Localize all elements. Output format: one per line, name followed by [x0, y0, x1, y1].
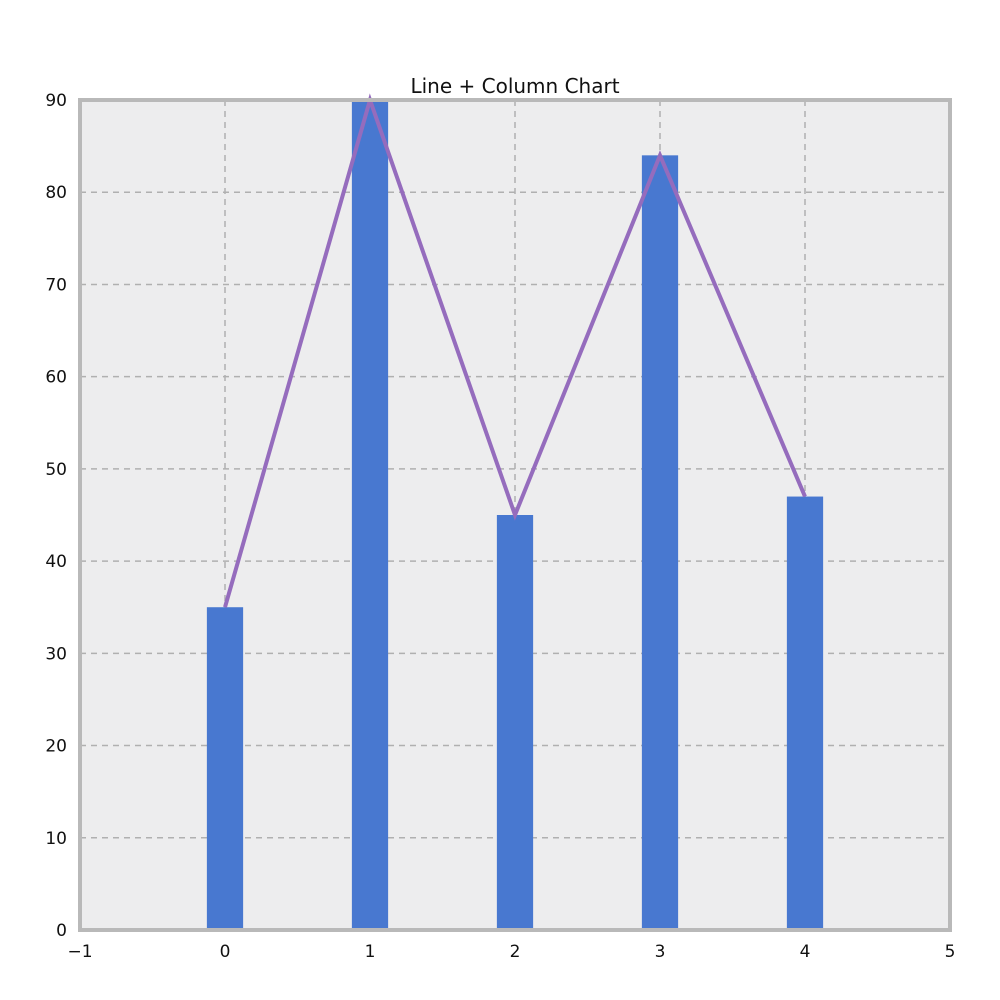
plot-frame: [78, 98, 952, 932]
y-tick-label: 0: [56, 921, 67, 941]
bar: [496, 515, 534, 930]
bar: [351, 100, 389, 930]
chart-title: Line + Column Chart: [410, 74, 619, 98]
line-path: [223, 93, 807, 608]
x-tick-label: 5: [945, 942, 956, 962]
y-tick-label: 10: [45, 829, 67, 849]
y-tick-label: 30: [45, 644, 67, 664]
x-tick-label: 0: [220, 942, 231, 962]
x-tick-label: 4: [800, 942, 811, 962]
x-tick-label: 2: [510, 942, 521, 962]
y-tick-label: 50: [45, 460, 67, 480]
bar: [641, 155, 679, 931]
bars: [206, 100, 824, 931]
x-tick-label: 3: [655, 942, 666, 962]
x-tick-label: 1: [365, 942, 376, 962]
y-tick-label: 90: [45, 91, 67, 111]
bar: [206, 607, 244, 930]
y-tick-label: 80: [45, 183, 67, 203]
line-series: [223, 93, 807, 608]
y-tick-label: 70: [45, 275, 67, 295]
bar: [786, 496, 824, 930]
y-tick-label: 40: [45, 552, 67, 572]
y-tick-label: 20: [45, 737, 67, 757]
y-tick-label: 60: [45, 368, 67, 388]
x-tick-label: −1: [67, 942, 92, 962]
